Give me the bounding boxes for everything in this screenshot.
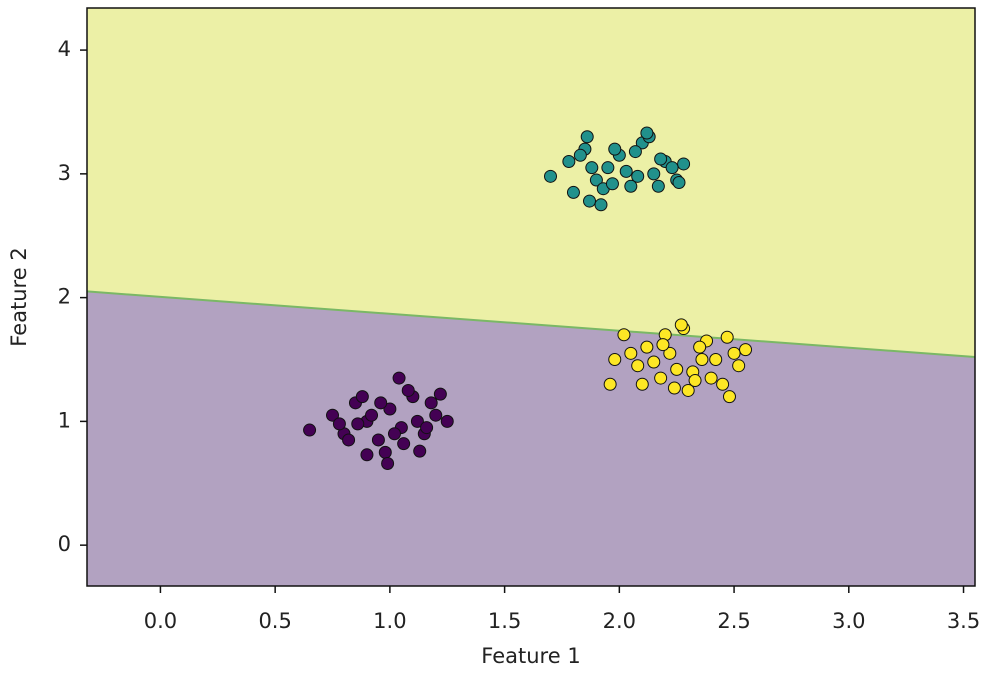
point xyxy=(303,423,317,437)
y-tick-label: 2 xyxy=(58,285,71,309)
point xyxy=(617,328,631,342)
lower-region xyxy=(87,291,975,586)
point xyxy=(665,161,679,175)
point xyxy=(720,330,734,344)
point xyxy=(704,371,718,385)
point xyxy=(709,353,723,367)
point xyxy=(739,343,753,357)
point xyxy=(640,126,654,140)
point xyxy=(605,177,619,191)
point xyxy=(355,390,369,404)
y-tick-label: 0 xyxy=(58,532,71,556)
point xyxy=(378,445,392,459)
point xyxy=(688,374,702,388)
point xyxy=(695,353,709,367)
point xyxy=(716,377,730,391)
point xyxy=(635,377,649,391)
point xyxy=(585,161,599,175)
point xyxy=(381,456,395,470)
y-tick-label: 4 xyxy=(58,37,71,61)
x-tick-label: 0.0 xyxy=(144,609,177,633)
point xyxy=(589,173,603,187)
x-tick-label: 0.5 xyxy=(258,609,291,633)
point xyxy=(628,145,642,159)
x-tick-label: 2.0 xyxy=(603,609,636,633)
point xyxy=(631,169,645,183)
x-tick-label: 2.5 xyxy=(717,609,750,633)
x-tick-label: 3.0 xyxy=(832,609,865,633)
point xyxy=(566,185,580,199)
point xyxy=(562,154,576,168)
point xyxy=(383,402,397,416)
point xyxy=(722,390,736,404)
point xyxy=(663,346,677,360)
decision-boundary xyxy=(86,290,976,359)
point xyxy=(677,157,691,171)
point xyxy=(374,396,388,410)
point xyxy=(732,359,746,373)
x-axis-label: Feature 1 xyxy=(481,644,580,668)
point xyxy=(544,169,558,183)
point xyxy=(631,359,645,373)
point xyxy=(365,408,379,422)
point xyxy=(608,142,622,156)
y-tick-label: 1 xyxy=(58,408,71,432)
point xyxy=(654,152,668,166)
point xyxy=(424,396,438,410)
point xyxy=(672,176,686,190)
point xyxy=(360,448,374,462)
point xyxy=(603,377,617,391)
point xyxy=(332,417,346,431)
point xyxy=(594,198,608,212)
point xyxy=(681,383,695,397)
point xyxy=(667,381,681,395)
x-tick-label: 3.5 xyxy=(947,609,980,633)
x-tick-label: 1.0 xyxy=(373,609,406,633)
point xyxy=(654,371,668,385)
point xyxy=(371,433,385,447)
x-tick-label: 1.5 xyxy=(488,609,521,633)
point xyxy=(619,164,633,178)
point xyxy=(392,371,406,385)
point xyxy=(397,437,411,451)
point xyxy=(387,427,401,441)
point xyxy=(656,338,670,352)
point xyxy=(583,194,597,208)
point xyxy=(580,130,594,144)
point xyxy=(640,340,654,354)
point xyxy=(624,179,638,193)
upper-region xyxy=(87,8,975,358)
point xyxy=(410,414,424,428)
point xyxy=(413,444,427,458)
point xyxy=(651,179,665,193)
point xyxy=(693,340,707,354)
y-tick-label: 3 xyxy=(58,161,71,185)
point xyxy=(647,167,661,181)
point xyxy=(351,417,365,431)
point xyxy=(727,346,741,360)
point xyxy=(440,414,454,428)
point xyxy=(674,318,688,332)
point xyxy=(429,408,443,422)
point xyxy=(433,387,447,401)
point xyxy=(670,362,684,376)
point xyxy=(608,353,622,367)
point xyxy=(647,355,661,369)
y-axis-label: Feature 2 xyxy=(7,247,31,346)
point xyxy=(401,383,415,397)
point xyxy=(573,148,587,162)
point xyxy=(342,433,356,447)
point xyxy=(326,408,340,422)
point xyxy=(601,161,615,175)
point xyxy=(624,346,638,360)
point xyxy=(420,421,434,435)
